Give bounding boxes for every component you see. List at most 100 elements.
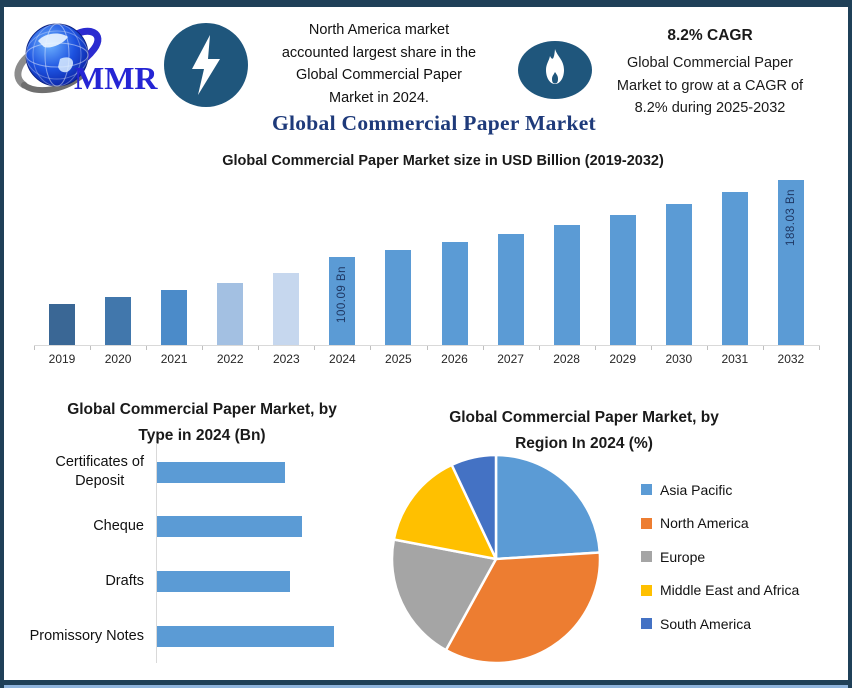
x-tick-label: 2022 <box>216 352 244 366</box>
axis-tick <box>34 346 35 350</box>
legend-label: Europe <box>660 548 706 565</box>
legend-marker-icon <box>641 584 652 596</box>
bar-2024: 100.09 Bn <box>329 257 356 345</box>
legend-item-asia-pacific: Asia Pacific <box>641 473 848 507</box>
bar-2031 <box>721 192 748 345</box>
type-category-text: Drafts <box>105 572 144 589</box>
axis-tick <box>426 346 428 350</box>
type-category-text: Promissory Notes <box>29 627 144 644</box>
bar-2026 <box>441 242 468 345</box>
cagr-heading: 8.2% CAGR <box>667 27 753 44</box>
bar-2027 <box>497 234 524 345</box>
x-tick-label: 2027 <box>497 352 524 366</box>
pie-slice-europe <box>390 538 498 652</box>
market-size-plot: 2019 2020 2021 2022 2023 100.09 Bn 2024 2025 202… <box>34 153 848 381</box>
globe-logo-icon: MMR <box>14 23 158 96</box>
x-tick-label: 2024 <box>329 352 356 366</box>
bar-2022 <box>217 283 244 345</box>
axis-tick <box>762 346 764 350</box>
legend-label: Asia Pacific <box>660 481 733 498</box>
type-category-label: Certificates of Deposit <box>14 453 144 491</box>
bar-2028 <box>553 225 580 345</box>
x-tick-label: 2032 <box>777 352 805 366</box>
market-size-chart: Global Commercial Paper Market size in U… <box>34 153 848 381</box>
axis-tick <box>650 346 652 350</box>
bottom-border-accent <box>4 685 848 688</box>
bar-2020 <box>105 297 132 345</box>
bar-2025 <box>385 250 412 345</box>
type-category-text: Cheque <box>93 518 144 535</box>
axis-tick <box>314 346 316 350</box>
legend-label: North America <box>660 515 749 532</box>
legend-marker-icon <box>641 517 652 529</box>
axis-tick <box>258 346 260 350</box>
mmr-globe-logo: MMR <box>10 15 168 107</box>
legend-item-europe: Europe <box>641 540 848 574</box>
by-type-chart: Global Commercial Paper Market, by Type … <box>14 391 390 681</box>
by-type-chart-title: Global Commercial Paper Market, by Type … <box>67 401 337 444</box>
axis-tick <box>594 346 596 350</box>
highlight-text: North America market accounted largest s… <box>281 22 477 106</box>
bottom-border-dark <box>4 680 848 685</box>
pie-slice-middle-east-and-africa <box>392 463 498 561</box>
bar-2021 <box>161 290 188 345</box>
legend-label: Middle East and Africa <box>660 582 800 599</box>
x-tick-label: 2020 <box>104 352 132 366</box>
axis-tick <box>90 346 92 350</box>
type-row-1: Certificates of Deposit <box>14 445 390 499</box>
x-tick-label: 2031 <box>721 352 749 366</box>
legend-marker-icon <box>641 551 652 563</box>
cagr-block: 8.2% CAGR Global Commercial Paper Market… <box>569 27 848 120</box>
legend-item-middle-east-and-africa: Middle East and Africa <box>641 574 848 608</box>
bar-value-label: 188.03 Bn <box>784 189 797 246</box>
logo-brand-text: MMR <box>74 60 158 96</box>
x-tick-label: 2029 <box>609 352 637 366</box>
type-category-label: Drafts <box>14 572 144 591</box>
y-axis-line <box>156 443 157 663</box>
x-axis-line <box>34 345 820 346</box>
market-size-chart-title: Global Commercial Paper Market size in U… <box>222 153 664 169</box>
x-tick-label: 2028 <box>553 352 580 366</box>
region-pie-chart <box>390 453 602 665</box>
region-legend: Asia Pacific North America Europe Middle Ea… <box>641 473 848 641</box>
axis-tick <box>706 346 708 350</box>
axis-tick <box>370 346 372 350</box>
x-tick-label: 2025 <box>385 352 412 366</box>
legend-label: South America <box>660 615 752 632</box>
by-region-chart-title: Global Commercial Paper Market, by Regio… <box>449 409 719 452</box>
axis-tick <box>819 346 820 350</box>
x-tick-label: 2026 <box>441 352 468 366</box>
type-row-4: Promissory Notes <box>14 609 390 663</box>
lightning-icon <box>162 21 250 109</box>
x-tick-label: 2021 <box>160 352 188 366</box>
cagr-text: Global Commercial Paper Market to grow a… <box>616 55 804 116</box>
legend-marker-icon <box>641 618 652 630</box>
bar-2023 <box>273 273 300 345</box>
x-tick-label: 2030 <box>665 352 693 366</box>
pie-slice-asia-pacific <box>494 453 602 561</box>
type-bar <box>157 570 290 592</box>
legend-marker-icon <box>641 484 652 496</box>
type-bar <box>157 461 285 483</box>
bar-2030 <box>665 204 692 345</box>
bar-value-label: 100.09 Bn <box>336 266 349 323</box>
bar-2019 <box>49 304 75 345</box>
type-row-2: Cheque <box>14 500 390 554</box>
axis-tick <box>202 346 204 350</box>
flame-icon <box>516 39 594 101</box>
axis-tick <box>538 346 540 350</box>
type-category-label: Promissory Notes <box>14 627 144 646</box>
legend-item-north-america: North America <box>641 507 848 541</box>
type-bar <box>157 625 334 647</box>
x-tick-label: 2023 <box>272 352 300 366</box>
type-category-label: Cheque <box>14 517 144 536</box>
pie-slice-south-america <box>450 453 498 561</box>
legend-item-south-america: South America <box>641 607 848 641</box>
type-row-3: Drafts <box>14 554 390 608</box>
axis-tick <box>146 346 148 350</box>
page-title: Global Commercial Paper Market <box>271 111 597 135</box>
type-category-text: Certificates of Deposit <box>55 454 144 489</box>
type-bar <box>157 516 302 538</box>
bar-2029 <box>609 215 636 345</box>
